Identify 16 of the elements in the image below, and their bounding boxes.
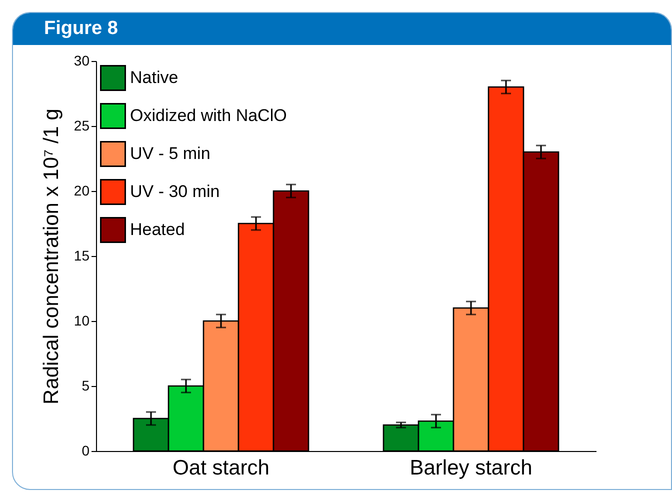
y-tick-label: 25 (74, 118, 90, 134)
x-tick-label: Barley starch (410, 456, 532, 480)
y-tick-label: 5 (82, 378, 90, 394)
y-axis-title: Radical concentration x 10⁷ /1 g (40, 108, 63, 404)
legend-label: UV - 30 min (130, 182, 220, 201)
legend-label: Heated (130, 220, 185, 239)
y-tick-label: 15 (74, 248, 90, 264)
chart-title: Figure 8 (13, 13, 671, 45)
y-tick-label: 30 (74, 52, 90, 68)
legend-label: Native (130, 68, 178, 87)
y-tick-label: 0 (82, 442, 90, 458)
x-tick-label: Oat starch (172, 456, 270, 480)
legend-label: UV - 5 min (130, 144, 210, 163)
y-tick-label: 20 (74, 182, 90, 198)
y-tick-label: 10 (74, 312, 90, 328)
legend-label: Oxidized with NaClO (130, 106, 287, 125)
